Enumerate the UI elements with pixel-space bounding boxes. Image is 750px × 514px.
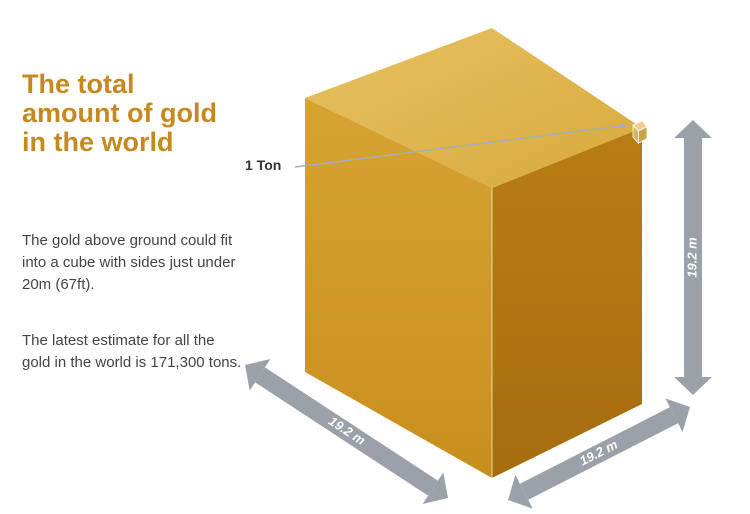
infographic-stage: 19.2 m19.2 m19.2 m The total amount of g… — [0, 0, 750, 514]
headline: The total amount of gold in the world — [22, 70, 222, 157]
paragraph-1: The gold above ground could fit into a c… — [22, 230, 242, 295]
dimension-label: 19.2 m — [684, 237, 699, 278]
mini-ton-cube — [633, 121, 647, 143]
paragraph-2: The latest estimate for all the gold in … — [22, 330, 242, 374]
cube-right-face — [492, 128, 642, 478]
one-ton-callout: 1 Ton — [245, 157, 281, 173]
dimension-arrow-right-height: 19.2 m — [674, 120, 712, 395]
